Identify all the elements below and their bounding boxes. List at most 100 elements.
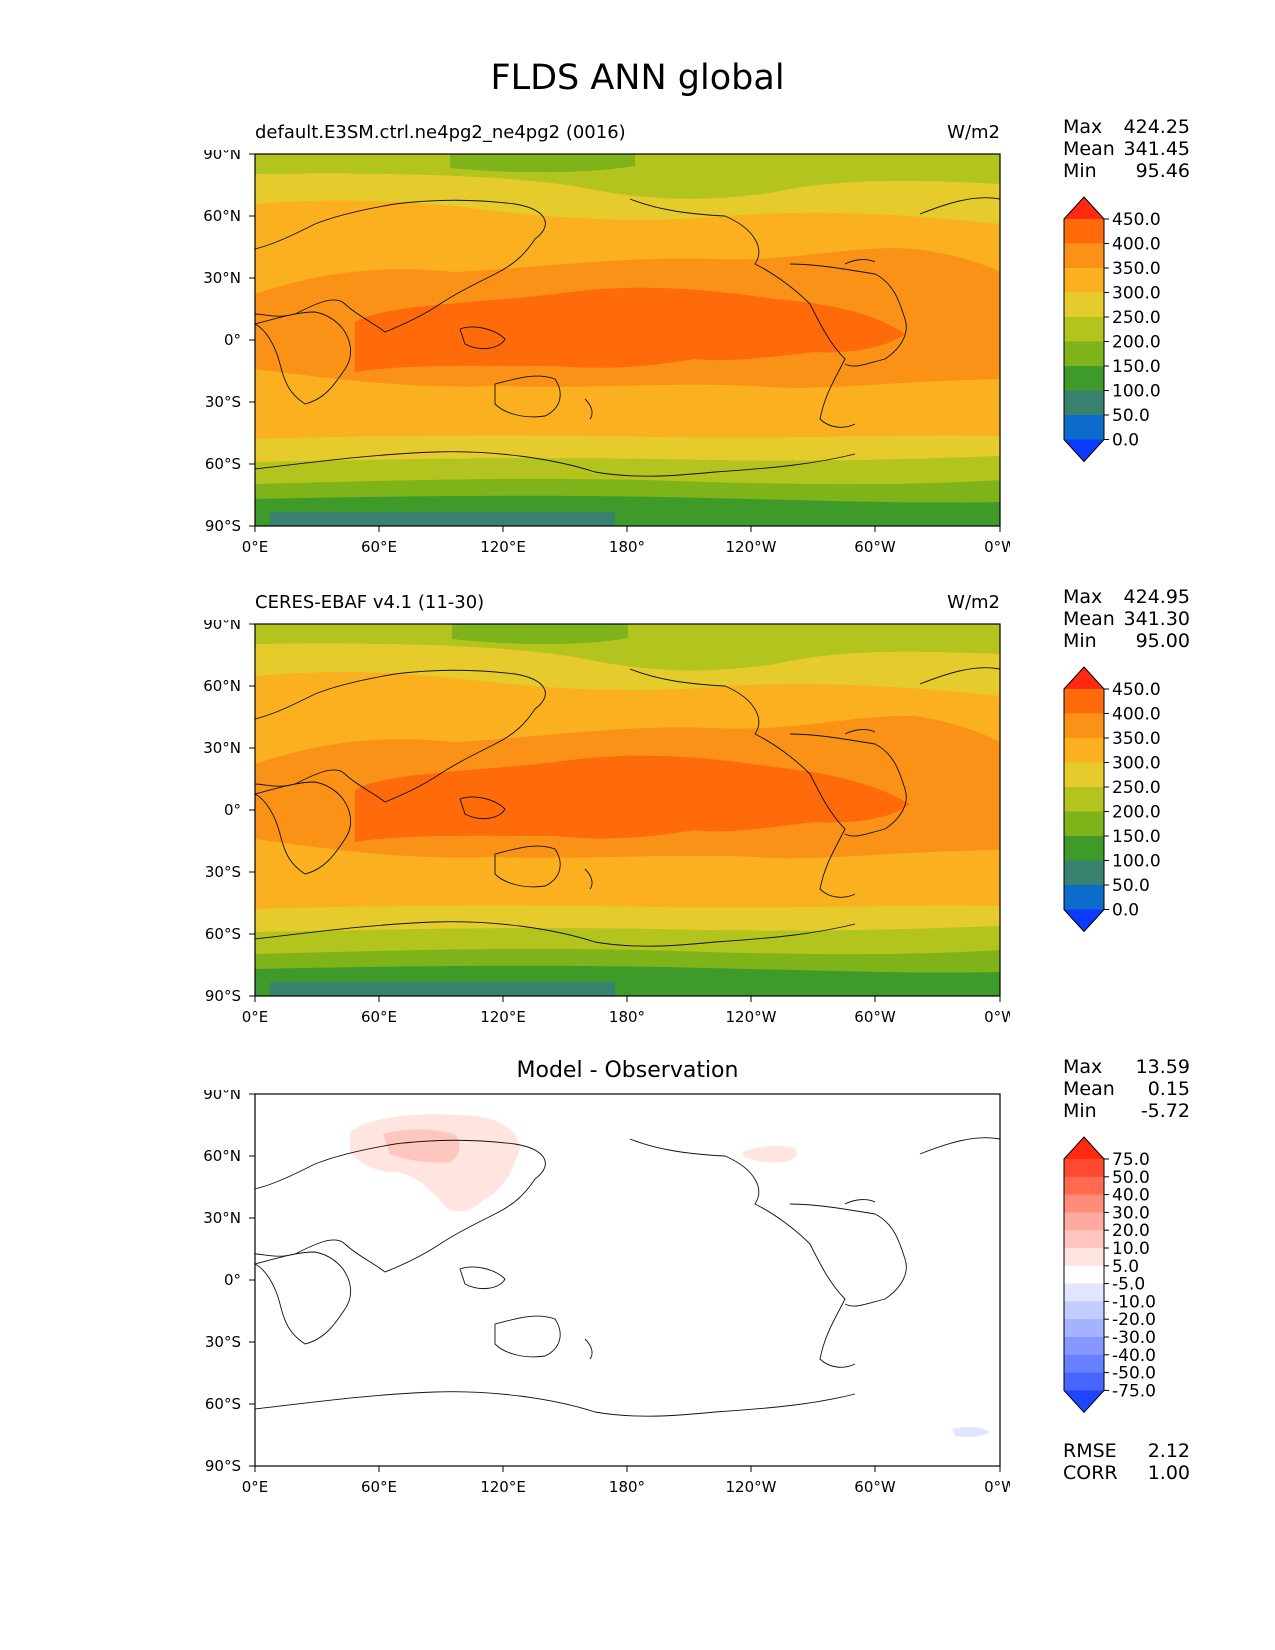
y-tick-label: 30°N — [203, 1209, 241, 1227]
colorbar-tick-label: -40.0 — [1112, 1346, 1156, 1366]
y-tick-label: 0° — [224, 331, 241, 349]
x-tick-label: 60°E — [361, 1008, 397, 1026]
x-tick-label: 120°E — [480, 1008, 526, 1026]
contour-10-20 — [383, 1129, 460, 1163]
panel1-coastlines — [254, 197, 1001, 477]
panel1-units: W/m2 — [947, 122, 1000, 143]
x-tick-label: 0°W — [984, 538, 1010, 556]
stat-value: 13.59 — [1135, 1056, 1190, 1078]
y-tick-label: 30°S — [205, 1333, 241, 1351]
colorbar-tick-label: 350.0 — [1112, 729, 1161, 749]
colorbar-swatch — [1064, 268, 1104, 293]
stat-value: 95.46 — [1135, 160, 1190, 182]
colorbar-tick-label: 0.0 — [1112, 431, 1139, 451]
stat-label: Mean — [1063, 138, 1115, 160]
colorbar-tick-label: 150.0 — [1112, 827, 1161, 847]
colorbar-tick-label: 75.0 — [1112, 1150, 1150, 1170]
colorbar-swatch — [1064, 390, 1104, 416]
stat-value: 0.15 — [1147, 1078, 1190, 1100]
panel3-axis-ticks — [249, 1093, 1001, 1472]
stat-label: Max — [1063, 1056, 1103, 1078]
colorbar-tick-label: 5.0 — [1112, 1257, 1139, 1277]
panel1-colorbar: 450.0 400.0 350.0 300.0 250.0 200.0 150.0 100.0… — [1063, 196, 1161, 463]
x-tick-label: 0°W — [984, 1478, 1010, 1496]
colorbar-swatch — [1064, 667, 1104, 689]
contour-400-450 — [355, 287, 905, 372]
y-tick-label: 60°S — [205, 925, 241, 943]
y-tick-label: 60°S — [205, 1395, 241, 1413]
colorbar-swatch — [1064, 197, 1104, 219]
colorbar-tick-label: 250.0 — [1112, 778, 1161, 798]
stat-value: 341.30 — [1123, 608, 1190, 630]
panel1-axis-ticks — [249, 153, 1001, 532]
stat-label: Min — [1063, 1100, 1097, 1122]
stat-value: -5.72 — [1140, 1100, 1190, 1122]
colorbar-swatch — [1064, 762, 1104, 788]
stat-label: Min — [1063, 630, 1097, 652]
colorbar-swatch — [1064, 1248, 1104, 1267]
colorbar-tick-label: 300.0 — [1112, 284, 1161, 304]
colorbar-swatch — [1064, 243, 1104, 269]
colorbar-swatch — [1064, 1176, 1104, 1196]
colorbar-swatch — [1064, 860, 1104, 886]
y-tick-label: 90°S — [205, 987, 241, 1005]
colorbar-tick-label: -10.0 — [1112, 1292, 1156, 1312]
panel2-colorbar: 450.0 400.0 350.0 300.0 250.0 200.0 150.0 100.0… — [1063, 666, 1161, 933]
x-tick-label: 0°E — [242, 1008, 269, 1026]
figure-title: FLDS ANN global — [490, 58, 785, 98]
colorbar-swatch — [1064, 292, 1104, 318]
y-tick-label: 30°S — [205, 863, 241, 881]
colorbar-swatch — [1064, 885, 1104, 910]
colorbar-swatch — [1064, 1265, 1104, 1285]
panel1-title: default.E3SM.ctrl.ne4pg2_ne4pg2 (0016) — [255, 122, 626, 143]
metric-value: 2.12 — [1147, 1440, 1190, 1462]
colorbar-tick-label: 100.0 — [1112, 852, 1161, 872]
colorbar-swatch — [1064, 415, 1104, 440]
x-tick-label: 60°W — [854, 1008, 896, 1026]
stat-label: Max — [1063, 116, 1103, 138]
metric-label: RMSE — [1063, 1440, 1117, 1462]
colorbar-swatch — [1064, 811, 1104, 837]
colorbar-swatch — [1064, 366, 1104, 391]
colorbar-tick-label: 40.0 — [1112, 1186, 1150, 1206]
stat-value: 341.45 — [1123, 138, 1190, 160]
x-tick-label: 120°E — [480, 1478, 526, 1496]
panel3-map: 0°E 60°E 120°E 180° 120°W 60°W 0°W 90°N … — [203, 1090, 1010, 1496]
colorbar-tick-label: 50.0 — [1112, 406, 1150, 426]
y-tick-label: 90°N — [203, 1090, 241, 1103]
colorbar-tick-label: 50.0 — [1112, 876, 1150, 896]
contour-200-250-north — [255, 624, 1000, 671]
colorbar-tick-label: 450.0 — [1112, 680, 1161, 700]
contour-150-200-north — [452, 624, 628, 645]
x-tick-label: 60°E — [361, 1478, 397, 1496]
x-tick-label: 120°E — [480, 538, 526, 556]
panel2-title: CERES-EBAF v4.1 (11-30) — [255, 592, 485, 613]
colorbar-tick-label: 50.0 — [1112, 1168, 1150, 1188]
x-tick-label: 60°E — [361, 538, 397, 556]
colorbar-swatch — [1064, 219, 1104, 244]
y-tick-label: 60°S — [205, 455, 241, 473]
stat-label: Mean — [1063, 608, 1115, 630]
panel3-filled-contours — [350, 1114, 990, 1437]
colorbar-swatch — [1064, 341, 1104, 367]
colorbar-tick-label: 200.0 — [1112, 333, 1161, 353]
panel3-title: Model - Observation — [516, 1058, 739, 1083]
stat-label: Max — [1063, 586, 1103, 608]
y-tick-label: 30°N — [203, 269, 241, 287]
colorbar-tick-label: -20.0 — [1112, 1310, 1156, 1330]
stat-value: 424.25 — [1123, 116, 1190, 138]
colorbar-swatch — [1064, 1319, 1104, 1338]
colorbar-swatch — [1064, 1390, 1104, 1413]
colorbar-swatch — [1064, 1372, 1104, 1391]
colorbar-tick-label: -5.0 — [1112, 1275, 1145, 1295]
y-tick-label: 30°N — [203, 739, 241, 757]
panel2-coastlines — [254, 667, 1001, 947]
panel2-units: W/m2 — [947, 592, 1000, 613]
y-tick-label: 60°N — [203, 207, 241, 225]
stat-value: 95.00 — [1135, 630, 1190, 652]
metric-label: CORR — [1063, 1462, 1118, 1484]
colorbar-tick-label: 200.0 — [1112, 803, 1161, 823]
panel2-map: 0°E 60°E 120°E 180° 120°W 60°W 0°W 90°N … — [203, 620, 1010, 1026]
colorbar-swatch — [1064, 787, 1104, 812]
stat-label: Mean — [1063, 1078, 1115, 1100]
